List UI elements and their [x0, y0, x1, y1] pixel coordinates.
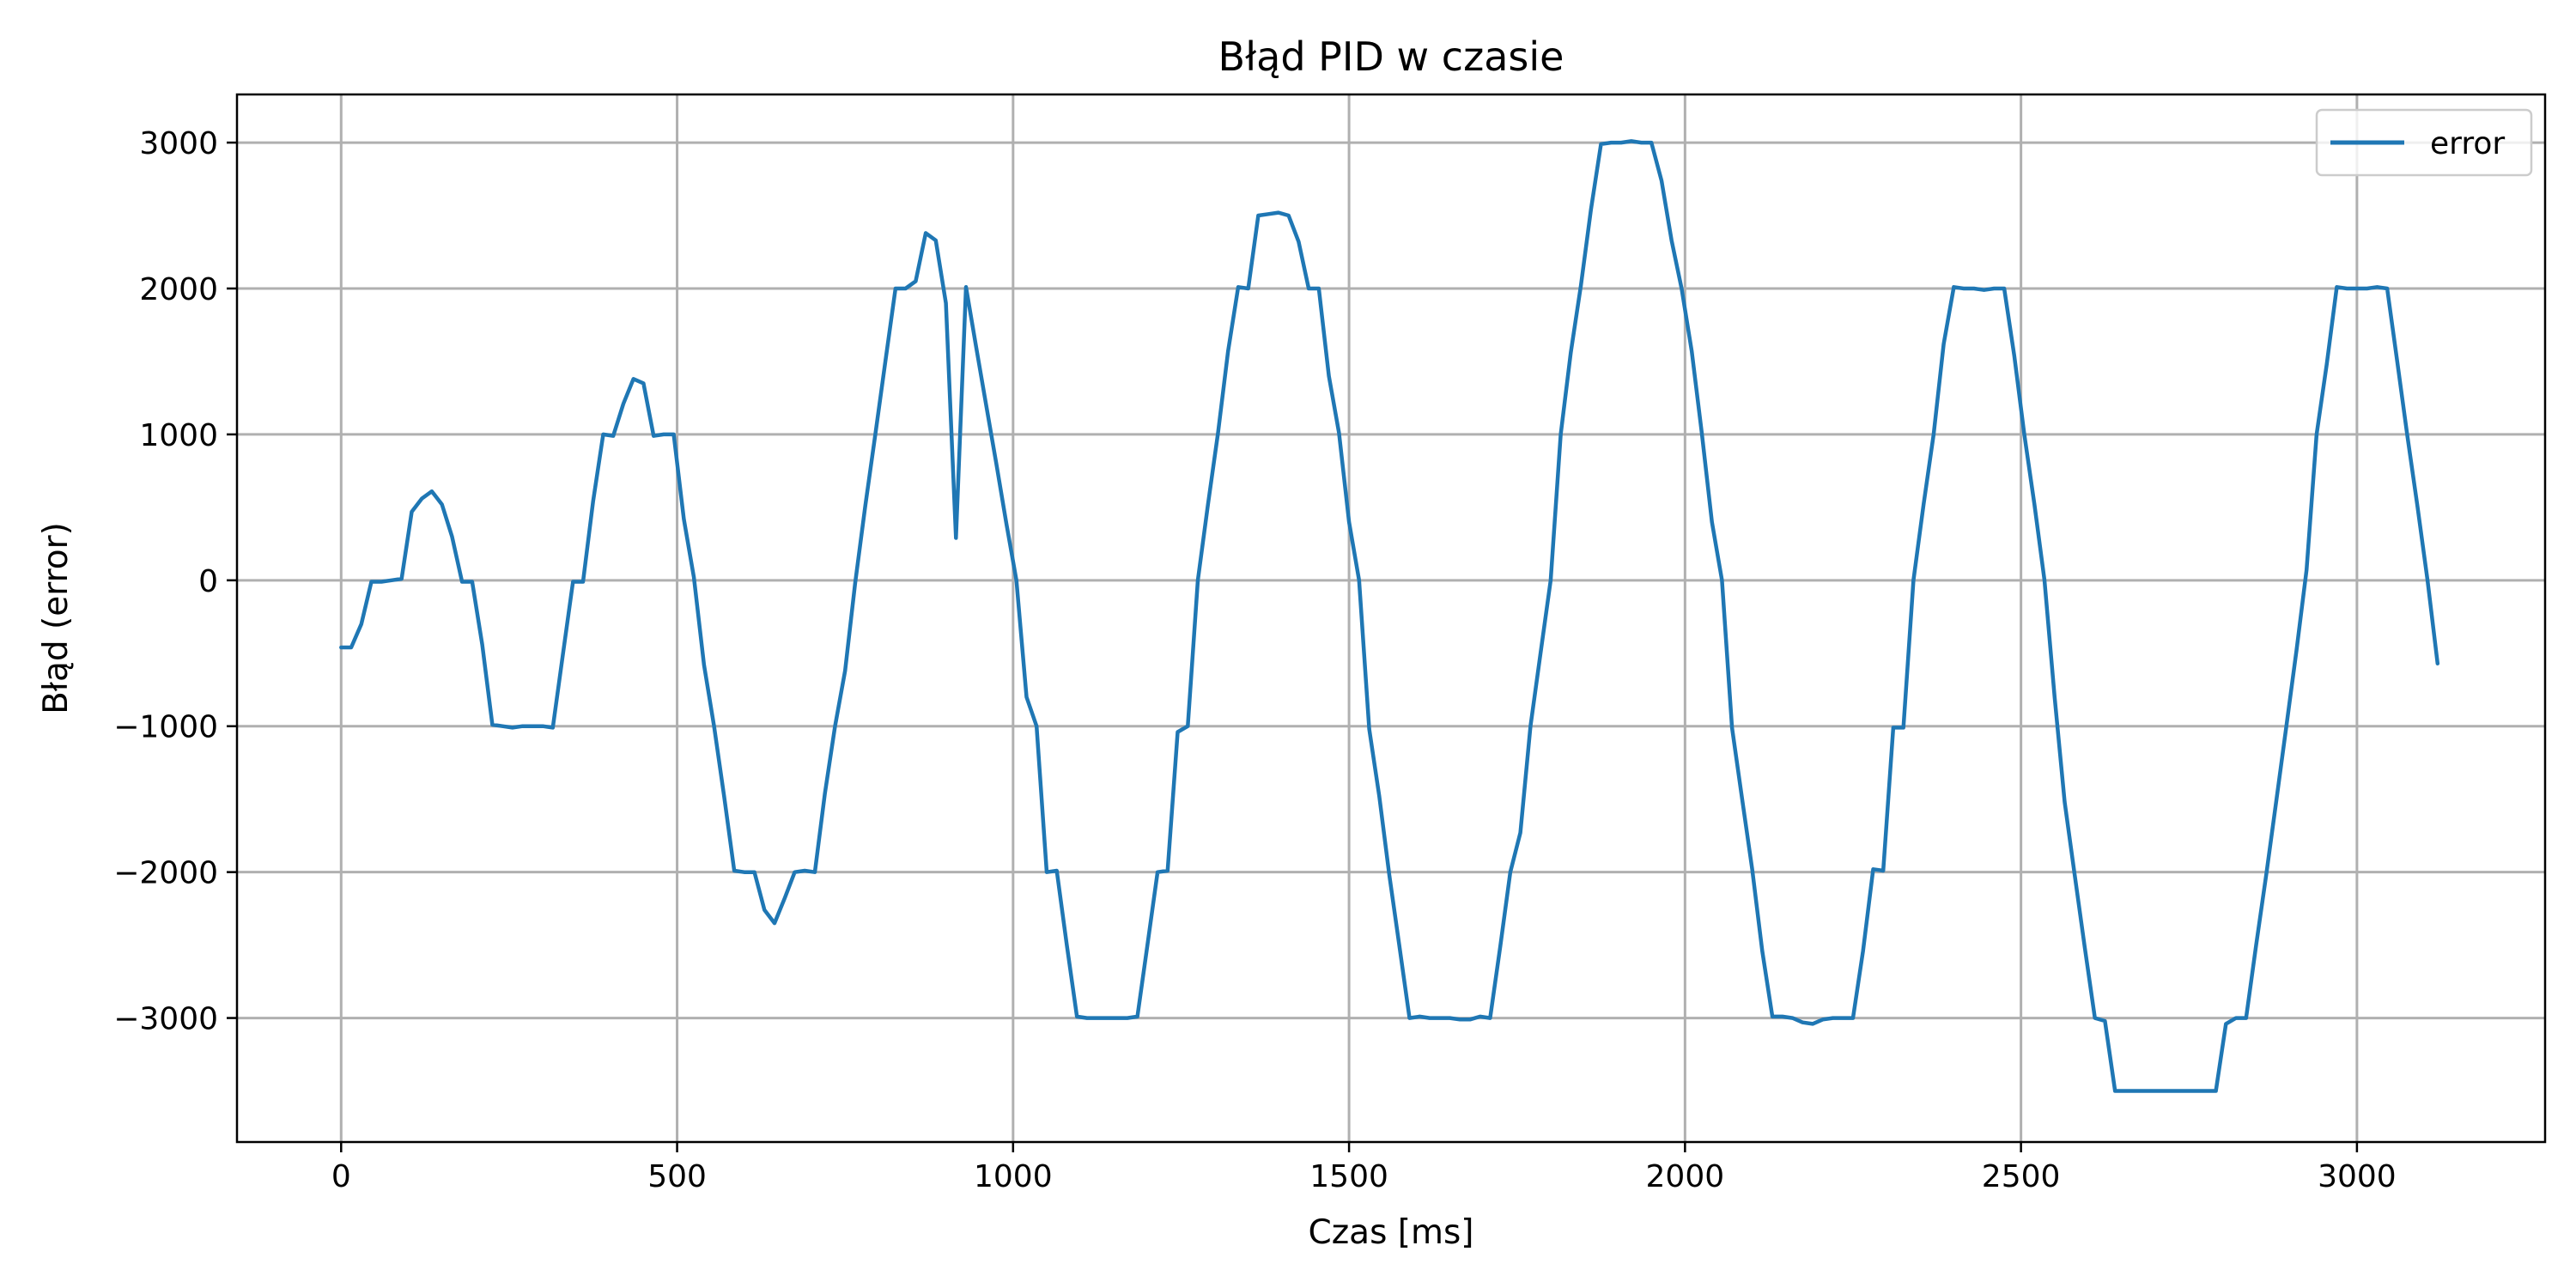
y-tick-label: −1000 — [113, 710, 218, 745]
x-tick-label: 2500 — [1982, 1159, 2061, 1194]
y-grid-lines — [237, 141, 2545, 1020]
y-tick-label: −2000 — [113, 856, 218, 891]
plot-frame — [235, 93, 2547, 1144]
y-tick-label: 2000 — [139, 272, 218, 307]
x-axis-title: Czas [ms] — [1308, 1213, 1473, 1252]
y-tick-label: 3000 — [139, 126, 218, 161]
series-line-error — [339, 139, 2440, 1093]
x-tick-label: 3000 — [2318, 1159, 2397, 1194]
y-axis-title: Błąd (error) — [37, 522, 76, 714]
y-tick-label: 1000 — [139, 418, 218, 453]
y-axis-ticks: −3000 −2000 −1000 0 1000 2000 3000 — [113, 126, 237, 1037]
legend-label: error — [2430, 126, 2505, 161]
series-layer — [339, 139, 2440, 1093]
x-grid-lines — [339, 94, 2359, 1142]
x-tick-label: 1500 — [1309, 1159, 1388, 1194]
y-tick-label: 0 — [198, 564, 218, 599]
y-tick-label: −3000 — [113, 1002, 218, 1037]
x-axis-ticks: 0 500 1000 1500 2000 2500 3000 — [331, 1142, 2397, 1194]
x-tick-label: 500 — [647, 1159, 707, 1194]
x-tick-label: 1000 — [974, 1159, 1053, 1194]
legend: error — [2315, 108, 2533, 177]
x-tick-label: 2000 — [1646, 1159, 1725, 1194]
x-tick-label: 0 — [331, 1159, 351, 1194]
legend-box — [2315, 108, 2533, 177]
chart-title: Błąd PID w czasie — [1218, 33, 1564, 80]
